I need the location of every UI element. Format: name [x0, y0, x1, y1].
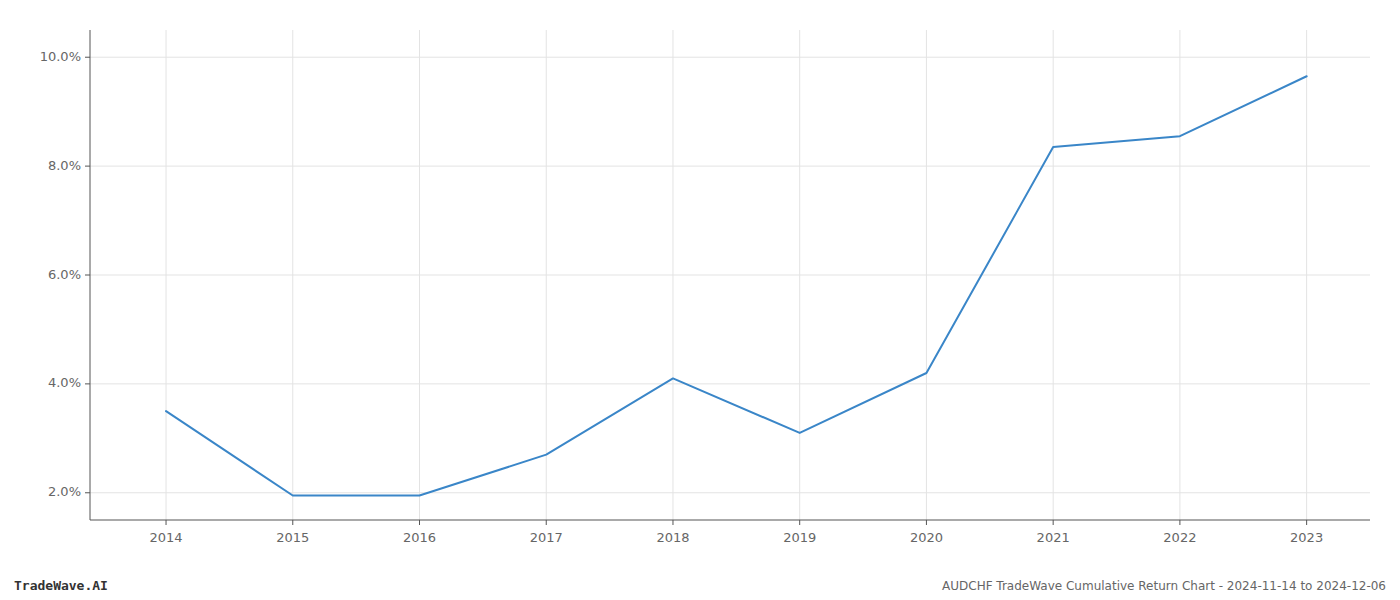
x-tick-label: 2017	[530, 530, 563, 545]
x-tick	[672, 520, 673, 525]
y-grid-line	[90, 166, 1370, 167]
y-tick-label: 4.0%	[48, 375, 81, 390]
x-tick-label: 2015	[276, 530, 309, 545]
y-tick	[85, 383, 90, 384]
y-tick	[85, 275, 90, 276]
x-tick-label: 2022	[1163, 530, 1196, 545]
y-tick	[85, 57, 90, 58]
x-grid-line	[292, 30, 293, 520]
x-tick	[546, 520, 547, 525]
y-tick-label: 10.0%	[40, 49, 81, 64]
chart-container: 2.0%4.0%6.0%8.0%10.0%2014201520162017201…	[0, 0, 1400, 600]
y-tick	[85, 492, 90, 493]
x-grid-line	[546, 30, 547, 520]
x-grid-line	[799, 30, 800, 520]
x-tick	[799, 520, 800, 525]
x-tick	[1179, 520, 1180, 525]
plot-area	[166, 76, 1307, 495]
y-grid-line	[90, 492, 1370, 493]
x-tick	[292, 520, 293, 525]
x-tick-label: 2019	[783, 530, 816, 545]
footer-right: AUDCHF TradeWave Cumulative Return Chart…	[942, 579, 1386, 593]
x-axis: 2014 2015 2016 2017 2018 2019 2020 2021 2022 2023	[149, 520, 1323, 545]
chart-svg: 2.0%4.0%6.0%8.0%10.0%2014201520162017201…	[0, 0, 1400, 600]
y-grid-line	[90, 57, 1370, 58]
y-grid-line	[90, 383, 1370, 384]
x-tick-label: 2021	[1037, 530, 1070, 545]
x-tick-label: 2023	[1290, 530, 1323, 545]
x-tick	[166, 520, 167, 525]
grid	[90, 30, 1370, 520]
x-grid-line	[419, 30, 420, 520]
x-tick	[1306, 520, 1307, 525]
x-grid-line	[166, 30, 167, 520]
y-grid-line	[90, 275, 1370, 276]
x-tick	[419, 520, 420, 525]
x-grid-line	[1306, 30, 1307, 520]
x-tick	[1053, 520, 1054, 525]
y-tick	[85, 166, 90, 167]
y-tick-label: 8.0%	[48, 158, 81, 173]
x-grid-line	[1053, 30, 1054, 520]
x-grid-line	[672, 30, 673, 520]
x-tick-label: 2018	[656, 530, 689, 545]
x-tick-label: 2014	[149, 530, 182, 545]
y-tick-label: 6.0%	[48, 267, 81, 282]
x-tick	[926, 520, 927, 525]
x-tick-label: 2020	[910, 530, 943, 545]
y-tick-label: 2.0%	[48, 484, 81, 499]
x-grid-line	[926, 30, 927, 520]
data-line	[166, 76, 1307, 495]
y-axis: 2.0% 4.0% 6.0% 8.0% 10.0%	[40, 49, 90, 500]
x-axis-line	[90, 520, 1370, 521]
footer-left: TradeWave.AI	[14, 578, 108, 593]
x-grid-line	[1179, 30, 1180, 520]
x-tick-label: 2016	[403, 530, 436, 545]
